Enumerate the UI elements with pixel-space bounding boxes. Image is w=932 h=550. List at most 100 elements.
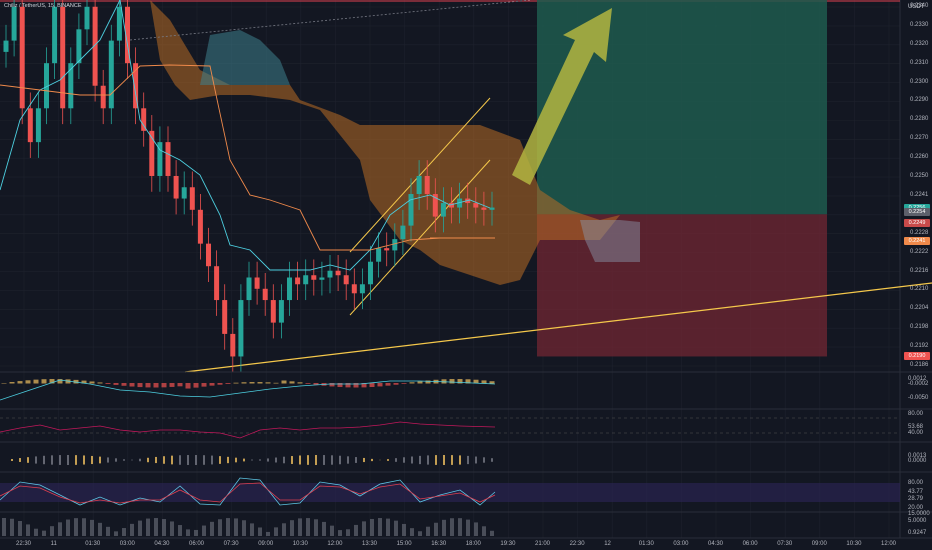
volume-bar — [322, 521, 326, 536]
histogram-bar — [363, 457, 365, 463]
volume-bar — [250, 523, 254, 536]
macd-axis-label: -0.0050 — [908, 395, 929, 401]
macd-bar — [201, 383, 207, 387]
candle-body — [270, 300, 276, 323]
x-tick-label: 19:30 — [500, 541, 516, 547]
price-badge-current: 0.2256 — [904, 203, 930, 212]
macd-bar — [385, 383, 391, 386]
candle-body — [173, 175, 179, 199]
macd-bar — [481, 380, 487, 384]
x-tick-label: 01:30 — [85, 541, 101, 547]
candle-body — [108, 40, 114, 109]
candle-body — [125, 6, 130, 64]
candle-body — [141, 108, 147, 131]
macd-line — [0, 379, 496, 401]
macd-bar — [489, 381, 495, 384]
candle-body — [84, 6, 90, 30]
macd-bar — [337, 383, 343, 388]
x-tick-label: 07:30 — [223, 541, 239, 547]
macd-bar — [361, 383, 367, 388]
channel-lower — [349, 159, 491, 316]
candle-body — [359, 284, 365, 294]
histogram-bar — [323, 455, 325, 465]
volume-bar — [154, 518, 158, 536]
x-tick-label: 07:30 — [777, 541, 793, 547]
volume-bar — [66, 519, 70, 536]
candle-body — [351, 284, 357, 294]
candle-body — [189, 187, 195, 210]
macd-axis-label: 0.0012 — [908, 376, 927, 382]
histogram-bar — [235, 457, 237, 463]
histogram-bar — [299, 455, 301, 465]
histogram-bar — [107, 457, 109, 463]
macd-bar — [49, 379, 55, 384]
macd-bar — [377, 383, 383, 387]
symbol-title: Chiliz / TetherUS, 15, BINANCE — [4, 3, 82, 9]
macd-bar — [369, 383, 375, 388]
x-tick-label: 22:30 — [16, 541, 32, 547]
macd-bar — [225, 383, 231, 384]
y-tick-label: 0.2330 — [910, 21, 929, 28]
candle-body — [343, 275, 349, 285]
histogram-bar — [83, 455, 85, 465]
volume-bar — [418, 531, 422, 536]
histogram-bar — [275, 457, 277, 463]
candle-body — [222, 300, 228, 334]
dotted-trendline — [129, 0, 531, 41]
histogram-bar — [43, 455, 45, 465]
stoch-axis-label: 28.79 — [908, 496, 924, 502]
macd-bar — [449, 379, 455, 384]
macd-bar — [409, 382, 415, 384]
x-tick-label: 22:30 — [569, 541, 585, 547]
macd-bar — [393, 383, 399, 385]
histogram-bar — [371, 458, 373, 462]
macd-bar — [257, 382, 263, 384]
ichimoku-cloud-future — [580, 220, 640, 262]
macd-bar — [121, 383, 127, 386]
histogram-bar — [459, 455, 461, 465]
volume-bar — [402, 523, 406, 536]
histogram-bar — [475, 456, 477, 464]
candle-body — [133, 63, 139, 109]
histogram-bar — [451, 455, 453, 465]
histogram-bar — [251, 459, 253, 461]
histogram-bar — [187, 455, 189, 465]
stoch-axis-label: 43.77 — [908, 489, 924, 495]
ichimoku-cloud-bullish — [200, 30, 290, 85]
candle-body — [35, 108, 41, 143]
candle-body — [311, 275, 317, 280]
volume-bar — [122, 528, 126, 536]
candle-body — [287, 277, 292, 301]
volume-bar — [458, 518, 462, 536]
histogram-bar — [435, 455, 437, 465]
macd-bar — [425, 380, 431, 384]
histogram-bar — [27, 457, 29, 463]
candle-body — [92, 6, 98, 86]
volume-bar — [370, 518, 374, 536]
volume-bar — [346, 529, 350, 536]
x-tick-label: 06:00 — [189, 541, 205, 547]
y-tick-label: 0.2241 — [910, 191, 929, 198]
volume-bar — [178, 525, 182, 536]
candle-body — [149, 130, 155, 176]
stoch-axis-label: 20.00 — [908, 505, 924, 511]
volume-axis-label: 15.0000 — [908, 511, 930, 517]
volume-bar — [266, 531, 270, 536]
macd-bar — [185, 383, 191, 389]
volume-bar — [18, 520, 22, 536]
volume-bar — [306, 518, 310, 536]
histogram-bar — [331, 455, 333, 465]
macd-bar — [441, 379, 447, 384]
candle-body — [335, 270, 341, 276]
histogram-bar — [19, 458, 21, 462]
macd-bar — [1, 383, 7, 384]
macd-bar — [129, 383, 135, 387]
macd-bar — [249, 382, 255, 384]
histogram-bar — [155, 456, 157, 464]
volume-bar — [394, 520, 398, 536]
histogram-bar — [411, 456, 413, 464]
candle-body — [262, 288, 268, 301]
y-tick-label: 0.2210 — [910, 286, 929, 293]
macd-bar — [81, 380, 87, 384]
macd-bar — [9, 382, 15, 384]
